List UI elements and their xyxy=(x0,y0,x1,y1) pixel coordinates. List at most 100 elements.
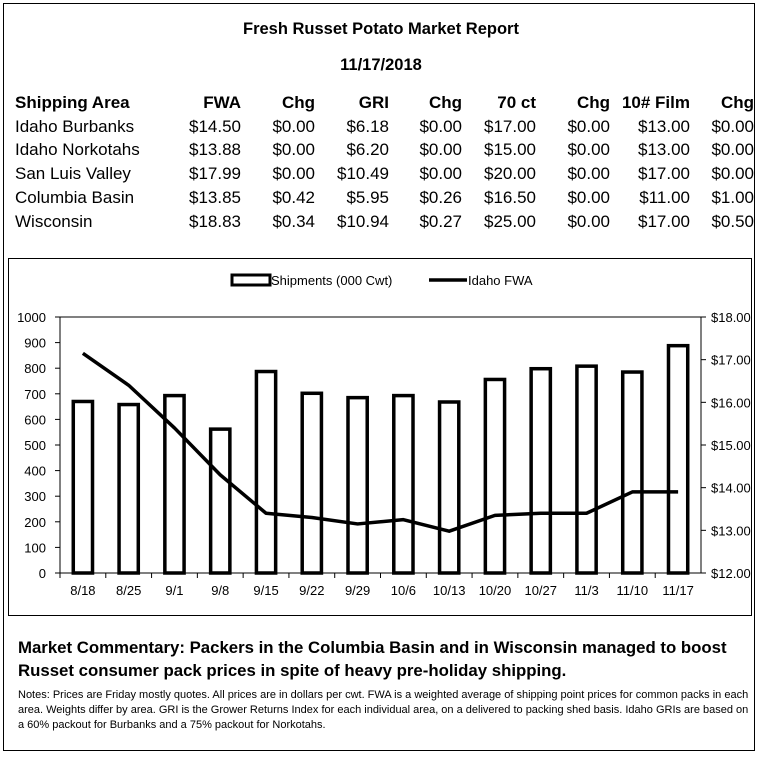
right-axis-tick-label: $14.00 xyxy=(711,481,751,496)
price-cell: $0.00 xyxy=(567,188,610,208)
report-title: Fresh Russet Potato Market Report xyxy=(243,20,519,38)
price-cell: $0.00 xyxy=(272,116,315,136)
x-axis-tick-label: 8/25 xyxy=(116,583,141,598)
shipment-bar xyxy=(117,402,141,575)
price-cell: $6.18 xyxy=(346,116,389,136)
plot-area xyxy=(59,316,702,574)
shipment-bar xyxy=(483,377,507,575)
shipment-bar xyxy=(163,393,186,575)
price-cell: $17.00 xyxy=(484,116,536,136)
price-cell: $10.94 xyxy=(337,211,389,231)
price-cell: $20.00 xyxy=(484,164,536,184)
price-cell: $0.27 xyxy=(419,211,462,231)
price-cell: $0.00 xyxy=(272,140,315,160)
column-header: Shipping Area xyxy=(15,92,130,112)
x-axis-tick-label: 10/6 xyxy=(391,583,416,598)
notes: Notes: Prices are Friday mostly quotes. … xyxy=(18,689,749,731)
right-axis-tick-label: $15.00 xyxy=(711,438,751,453)
x-axis-tick-label: 11/10 xyxy=(617,583,649,598)
right-axis-tick-label: $18.00 xyxy=(711,310,751,325)
price-cell: $6.20 xyxy=(346,140,389,160)
x-axis-tick-label: 9/29 xyxy=(345,583,370,598)
price-cell: $16.50 xyxy=(484,188,536,208)
price-cell: $0.00 xyxy=(567,140,610,160)
price-cell: $0.34 xyxy=(272,211,315,231)
price-cell: $13.88 xyxy=(189,140,241,160)
x-axis-tick-label: 10/20 xyxy=(479,583,512,598)
column-header: Chg xyxy=(428,92,462,112)
x-axis-tick-label: 8/18 xyxy=(70,583,95,598)
shipping-area-cell: Idaho Burbanks xyxy=(15,116,135,136)
left-axis-tick-label: 0 xyxy=(39,566,46,581)
left-axis-tick-label: 100 xyxy=(24,540,46,555)
right-axis-tick-label: $16.00 xyxy=(711,395,751,410)
shipment-bar xyxy=(620,370,644,575)
x-axis-tick-label: 10/13 xyxy=(433,583,466,598)
shipment-bar xyxy=(300,391,324,575)
price-cell: $11.00 xyxy=(639,188,690,208)
price-cell: $15.00 xyxy=(484,140,536,160)
price-cell: $0.00 xyxy=(419,140,462,160)
price-cell: $0.00 xyxy=(711,116,754,136)
price-cell: $0.50 xyxy=(711,211,754,231)
price-cell: $14.50 xyxy=(189,116,241,136)
shipment-bar xyxy=(575,364,598,575)
price-cell: $17.00 xyxy=(638,211,690,231)
price-cell: $5.95 xyxy=(346,188,389,208)
x-axis-tick-label: 11/3 xyxy=(574,583,598,598)
left-axis-tick-label: 500 xyxy=(24,438,46,453)
legend-label-fwa: Idaho FWA xyxy=(468,273,533,288)
report-date: 11/17/2018 xyxy=(340,56,422,74)
right-axis-tick-label: $12.00 xyxy=(711,566,751,581)
price-cell: $17.99 xyxy=(189,164,241,184)
left-axis-tick-label: 900 xyxy=(24,336,46,351)
price-cell: $0.00 xyxy=(711,164,754,184)
price-cell: $0.00 xyxy=(419,164,462,184)
shipment-bar xyxy=(346,395,369,575)
price-cell: $10.49 xyxy=(337,164,389,184)
x-axis-tick-label: 9/1 xyxy=(165,583,183,598)
legend-label-shipments: Shipments (000 Cwt) xyxy=(271,273,392,288)
column-header: FWA xyxy=(203,92,241,112)
x-axis-tick-label: 9/15 xyxy=(253,583,278,598)
price-cell: $0.42 xyxy=(272,188,315,208)
table-row: Columbia Basin $13.85 $0.42 $5.95 $0.26 $16.5… xyxy=(15,186,754,210)
column-header: 70 ct xyxy=(497,92,536,112)
price-cell: $0.00 xyxy=(419,116,462,136)
price-cell: $0.26 xyxy=(419,188,462,208)
legend-swatch-shipments xyxy=(230,273,272,287)
shipping-area-cell: San Luis Valley xyxy=(15,164,131,184)
price-table-header: Shipping Area FWA Chg GRI Chg 70 ct Chg … xyxy=(15,91,754,115)
price-table: Shipping Area FWA Chg GRI Chg 70 ct Chg … xyxy=(15,91,754,234)
left-axis-tick-label: 400 xyxy=(24,464,46,479)
price-cell: $0.00 xyxy=(567,164,610,184)
x-axis-tick-label: 9/22 xyxy=(299,583,324,598)
table-row: Idaho Burbanks $14.50 $0.00 $6.18 $0.00 $17.0… xyxy=(15,115,754,139)
left-axis-tick-label: 200 xyxy=(24,515,46,530)
x-axis-tick-label: 11/17 xyxy=(662,583,694,598)
price-cell: $25.00 xyxy=(484,211,536,231)
price-cell: $0.00 xyxy=(272,164,315,184)
column-header: 10# Film xyxy=(621,92,690,112)
price-cell: $18.83 xyxy=(189,211,241,231)
shipment-bar xyxy=(392,393,415,575)
shipping-area-cell: Wisconsin xyxy=(15,211,93,231)
price-cell: $1.00 xyxy=(711,188,754,208)
price-cell: $0.00 xyxy=(567,211,610,231)
column-header: GRI xyxy=(358,92,389,112)
shipment-bar xyxy=(71,399,95,575)
shipment-bar xyxy=(254,369,278,575)
x-axis-tick-label: 9/8 xyxy=(211,583,229,598)
table-row: San Luis Valley $17.99 $0.00 $10.49 $0.00 $20… xyxy=(15,162,754,186)
price-cell: $13.85 xyxy=(189,188,241,208)
shipments-fwa-chart: 0 100 200 300 400 500 600 700 800 900 1000 $12.00 $1… xyxy=(17,273,751,598)
shipment-bar xyxy=(437,400,461,575)
column-header: Chg xyxy=(720,92,754,112)
shipment-bar xyxy=(529,366,553,575)
price-cell: $13.00 xyxy=(638,140,690,160)
right-axis-tick-label: $17.00 xyxy=(711,353,751,368)
shipment-bar xyxy=(666,343,690,575)
x-axis-tick-label: 10/27 xyxy=(524,583,557,598)
column-header: Chg xyxy=(281,92,315,112)
shipment-bar xyxy=(208,427,232,575)
